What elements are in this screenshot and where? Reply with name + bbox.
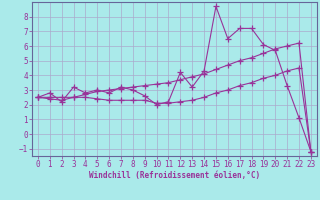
X-axis label: Windchill (Refroidissement éolien,°C): Windchill (Refroidissement éolien,°C): [89, 171, 260, 180]
